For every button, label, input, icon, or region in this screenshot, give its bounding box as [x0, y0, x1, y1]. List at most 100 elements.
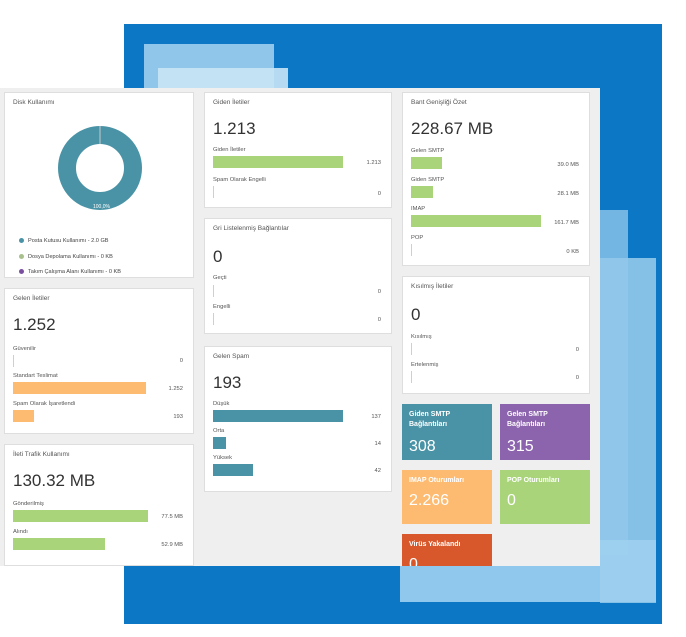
outgoing-messages-card[interactable]: Giden İletiler 1.213 Giden İletiler 1.21… — [204, 92, 392, 208]
tile-title: IMAP Oturumları — [409, 477, 465, 484]
card-title: Giden İletiler — [213, 99, 250, 106]
row-label: POP — [411, 235, 424, 241]
message-traffic-card[interactable]: İleti Trafik Kullanımı 130.32 MB Gönderi… — [4, 444, 194, 566]
row-value: 14 — [374, 441, 381, 447]
row-value: 137 — [371, 414, 381, 420]
tile-title: Giden SMTP Bağlantıları — [409, 411, 451, 428]
row-value: 77.5 MB — [161, 514, 183, 520]
row-label: Gönderilmiş — [13, 501, 44, 507]
card-title: Kısılmış İletiler — [411, 283, 454, 290]
card-total: 0 — [213, 247, 223, 266]
standard-delivery-bar — [13, 382, 146, 394]
row-label: Spam Olarak İşaretlendi — [13, 401, 76, 407]
row-label: Standart Teslimat — [13, 373, 58, 379]
card-title: Gelen İletiler — [13, 295, 50, 302]
spam-marked-bar — [13, 410, 34, 422]
tile-value: 0 — [409, 556, 418, 566]
tile-title: Gelen SMTP Bağlantıları — [507, 411, 548, 428]
bar-baseline — [411, 343, 412, 355]
medium-spam-bar — [213, 437, 226, 449]
incoming-smtp-bar — [411, 157, 442, 169]
incoming-smtp-connections-tile[interactable]: Gelen SMTP Bağlantıları 315 — [500, 404, 590, 460]
bar-baseline — [411, 244, 412, 256]
legend-dot — [19, 254, 24, 260]
card-title: İleti Trafik Kullanımı — [13, 451, 70, 458]
row-label: Giden İletiler — [213, 147, 246, 153]
row-value: 0 — [575, 375, 579, 381]
pop-sessions-tile[interactable]: POP Oturumları 0 — [500, 470, 590, 524]
card-total: 130.32 MB — [13, 471, 96, 490]
greylisted-connections-card[interactable]: Gri Listelenmiş Bağlantılar 0 Geçti 0 En… — [204, 218, 392, 334]
incoming-spam-card[interactable]: Gelen Spam 193 Düşük 137 Orta 14 Yüksek … — [204, 346, 392, 492]
row-label: Orta — [213, 428, 225, 434]
imap-bar — [411, 215, 541, 227]
row-label: Alındı — [13, 529, 28, 535]
row-value: 0 — [377, 317, 381, 323]
low-spam-bar — [213, 410, 343, 422]
row-label: Düşük — [213, 401, 230, 407]
received-bar — [13, 538, 105, 550]
legend-item: Dosya Depolama Kullanımı - 0 KB — [19, 254, 113, 260]
imap-sessions-tile[interactable]: IMAP Oturumları 2.266 — [402, 470, 492, 524]
legend-item: Posta Kutusu Kullanımı - 2.0 GB — [19, 238, 109, 244]
incoming-messages-card[interactable]: Gelen İletiler 1.252 Güvenilir 0 Standar… — [4, 288, 194, 434]
row-label: Kısılmış — [411, 334, 432, 340]
virus-caught-tile[interactable]: Virüs Yakalandı 0 — [402, 534, 492, 566]
card-title: Disk Kullanımı — [13, 99, 55, 106]
dashboard: Disk Kullanımı 100,0% Posta Kutusu Kulla… — [0, 88, 600, 566]
tile-value: 0 — [507, 492, 516, 509]
card-total: 193 — [213, 373, 242, 392]
disk-usage-card[interactable]: Disk Kullanımı 100,0% Posta Kutusu Kulla… — [4, 92, 194, 278]
donut-label: 100,0% — [93, 204, 110, 210]
row-label: Giden SMTP — [411, 177, 445, 183]
bar-baseline — [213, 186, 214, 198]
row-value: 161.7 MB — [554, 220, 579, 226]
row-label: Spam Olarak Engelli — [213, 177, 266, 183]
row-label: IMAP — [411, 206, 426, 212]
row-value: 42 — [374, 468, 381, 474]
card-title: Bant Genişliği Özet — [411, 99, 467, 106]
row-value: 0 — [575, 347, 579, 353]
legend-item: Takım Çalışma Alanı Kullanımı - 0 KB — [19, 269, 121, 275]
card-total: 228.67 MB — [411, 119, 494, 138]
row-value: 52.9 MB — [161, 542, 183, 548]
tile-title: POP Oturumları — [507, 477, 560, 484]
row-value: 28.1 MB — [557, 191, 579, 197]
outgoing-bar — [213, 156, 343, 168]
legend-label: Dosya Depolama Kullanımı - 0 KB — [28, 254, 113, 260]
tile-value: 2.266 — [409, 492, 450, 509]
row-value: 0 — [377, 191, 381, 197]
tile-value: 315 — [507, 438, 534, 455]
card-total: 0 — [411, 305, 421, 324]
bar-baseline — [213, 313, 214, 325]
bar-baseline — [411, 371, 412, 383]
legend-label: Takım Çalışma Alanı Kullanımı - 0 KB — [28, 269, 121, 275]
row-value: 193 — [173, 414, 183, 420]
row-label: Yüksek — [213, 455, 233, 461]
row-label: Ertelenmiş — [411, 362, 439, 368]
row-label: Geçti — [213, 275, 227, 281]
outgoing-smtp-connections-tile[interactable]: Giden SMTP Bağlantıları 308 — [402, 404, 492, 460]
bar-baseline — [213, 285, 214, 297]
tile-title: Virüs Yakalandı — [409, 541, 461, 548]
row-label: Güvenilir — [13, 346, 36, 352]
sent-bar — [13, 510, 148, 522]
outgoing-smtp-bar — [411, 186, 433, 198]
row-label: Engelli — [213, 304, 231, 310]
tile-value: 308 — [409, 438, 436, 455]
row-value: 0 KB — [566, 249, 579, 255]
throttled-messages-card[interactable]: Kısılmış İletiler 0 Kısılmış 0 Ertelenmi… — [402, 276, 590, 394]
row-value: 1.213 — [366, 160, 381, 166]
high-spam-bar — [213, 464, 253, 476]
row-value: 39.0 MB — [557, 162, 579, 168]
legend-dot — [19, 238, 24, 244]
row-value: 0 — [377, 289, 381, 295]
card-total: 1.252 — [13, 315, 56, 334]
row-value: 0 — [179, 358, 183, 364]
bandwidth-summary-card[interactable]: Bant Genişliği Özet 228.67 MB Gelen SMTP… — [402, 92, 590, 266]
disk-donut-chart — [58, 126, 142, 210]
bar-baseline — [13, 355, 14, 367]
row-label: Gelen SMTP — [411, 148, 445, 154]
row-value: 1.252 — [168, 386, 183, 392]
legend-label: Posta Kutusu Kullanımı - 2.0 GB — [28, 238, 109, 244]
